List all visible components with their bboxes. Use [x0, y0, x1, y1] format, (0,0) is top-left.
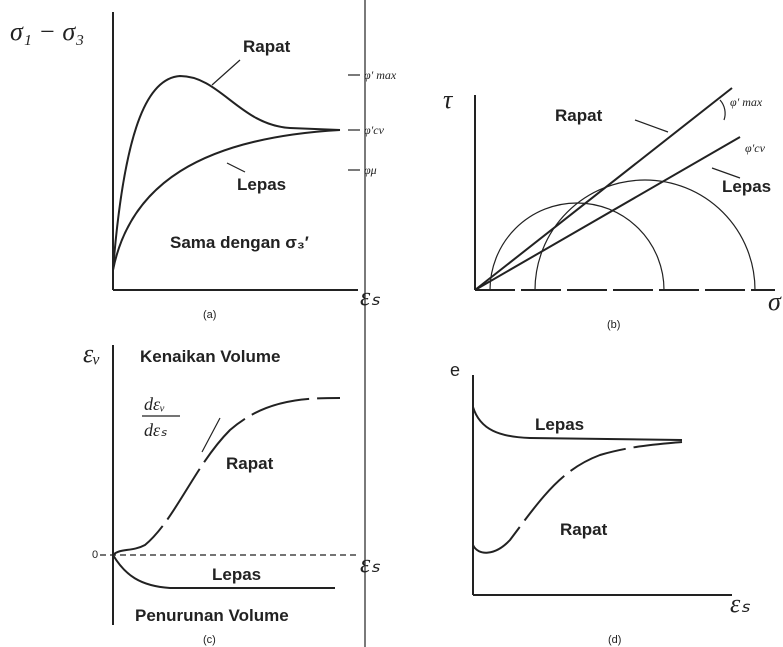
tick-label: φ′cv	[745, 141, 766, 155]
mohr-circle	[489, 202, 665, 291]
tick-label: φμ	[364, 163, 377, 177]
tick-label: φ′ max	[730, 95, 763, 109]
label: Lepas	[212, 565, 261, 584]
label: Lepas	[722, 177, 771, 196]
label: Rapat	[560, 520, 608, 539]
label: Lepas	[237, 175, 286, 194]
leader	[711, 167, 741, 179]
y-label: σ₁ − σ₃	[10, 17, 84, 46]
curve-lepas	[472, 406, 683, 441]
leader	[211, 59, 241, 86]
slope-num: dεᵥ	[144, 394, 165, 414]
curve-rapat	[112, 74, 341, 271]
label: Penurunan Volume	[135, 606, 289, 625]
label: Lepas	[535, 415, 584, 434]
label: Kenaikan Volume	[140, 347, 280, 366]
panel-d: e εₛ Lepas Rapat (d)	[450, 360, 750, 646]
x-label: εₛ	[360, 282, 380, 311]
caption: (a)	[203, 309, 216, 321]
y-label: e	[450, 360, 460, 380]
envelope-cv	[474, 136, 741, 291]
panel-c: εᵥ εₛ Kenaikan Volume Rapat Lepas Penuru…	[83, 339, 380, 646]
leader	[226, 162, 246, 173]
x-label: εₛ	[360, 549, 380, 578]
angle	[719, 99, 726, 121]
curve-lepas	[112, 129, 341, 271]
label: Rapat	[243, 37, 291, 56]
x-label: εₛ	[730, 589, 750, 618]
panel-a: σ₁ − σ₃ εₛ Rapat Lepas Sama dengan σ₃′ φ…	[10, 12, 397, 321]
label: Rapat	[555, 106, 603, 125]
origin-label: 0	[92, 549, 98, 561]
tick-label: φ′ max	[364, 68, 397, 82]
caption: (b)	[607, 319, 620, 331]
slope-den: dεₛ	[144, 420, 167, 440]
envelope-max	[474, 87, 733, 291]
mohr-circle	[534, 179, 756, 291]
leader	[201, 417, 221, 453]
leader	[634, 119, 669, 133]
curve-lepas	[112, 554, 335, 589]
curve-rapat	[112, 397, 341, 556]
x-label: σ	[768, 287, 782, 316]
y-label: τ	[443, 85, 454, 114]
y-label: εᵥ	[83, 339, 101, 368]
label: Rapat	[226, 454, 274, 473]
curve-rapat	[472, 441, 683, 554]
caption: (d)	[608, 634, 621, 646]
caption: (c)	[203, 634, 216, 646]
label: Sama dengan σ₃′	[170, 233, 309, 252]
tick-label: φ′cv	[364, 123, 385, 137]
panel-b: τ σ Rapat Lepas φ′ max φ′cv (b)	[443, 85, 782, 331]
